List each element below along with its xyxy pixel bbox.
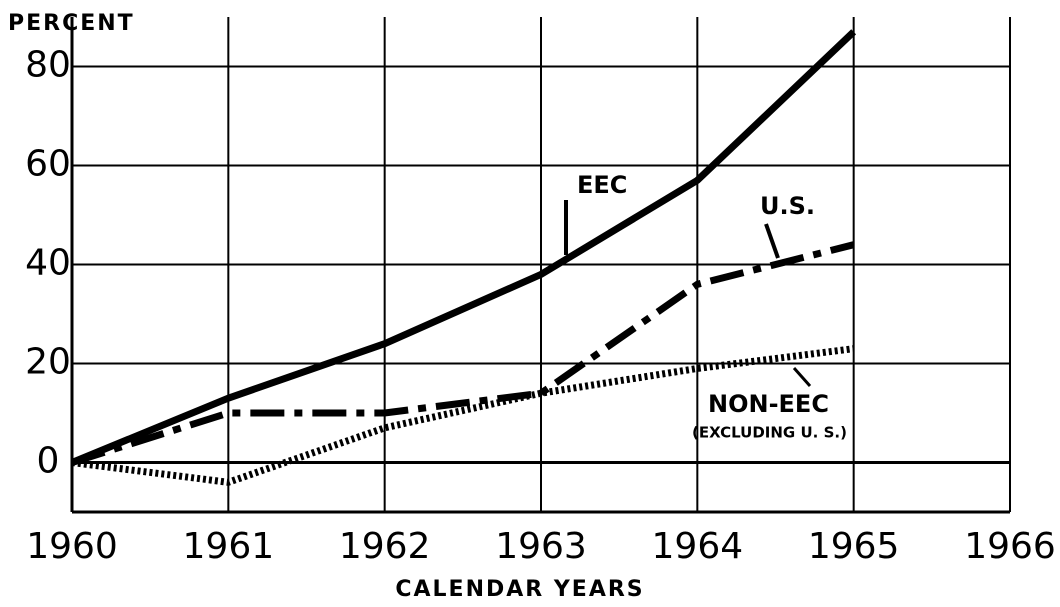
x-tick-label: 1965 <box>808 526 900 567</box>
x-tick-label: 1963 <box>495 526 587 567</box>
x-tick-label: 1966 <box>964 526 1056 567</box>
x-tick-label: 1964 <box>652 526 744 567</box>
annotation: NON-EEC <box>708 390 829 418</box>
leader-line <box>764 223 780 259</box>
y-tick-label: 20 <box>25 342 71 383</box>
x-tick-label: 1960 <box>26 526 118 567</box>
leader-line <box>792 367 812 387</box>
annotation: EEC <box>577 171 627 199</box>
x-axis-label: CALENDAR YEARS <box>395 577 644 602</box>
series-line <box>70 29 857 466</box>
annotation: U.S. <box>760 192 815 220</box>
series-line <box>71 345 855 486</box>
y-tick-label: 60 <box>25 144 71 185</box>
y-axis-label: PERCENT <box>8 11 135 36</box>
y-tick-label: 80 <box>25 45 71 86</box>
x-tick-label: 1962 <box>339 526 431 567</box>
series-line <box>70 241 855 466</box>
annotation: (EXCLUDING U. S.) <box>692 424 847 442</box>
x-tick-label: 1961 <box>183 526 275 567</box>
y-tick-label: 40 <box>25 243 71 284</box>
y-tick-label: 0 <box>37 441 60 482</box>
